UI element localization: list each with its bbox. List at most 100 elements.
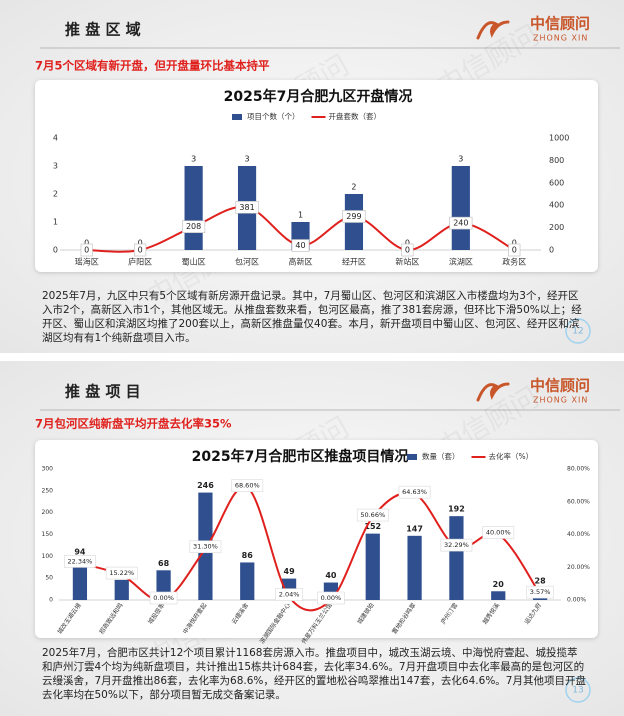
bar-value-label: 0 bbox=[138, 239, 143, 248]
y-tick-label: 150 bbox=[42, 531, 54, 538]
value-label-box bbox=[80, 243, 93, 257]
value-label-box bbox=[440, 538, 473, 552]
line-value-label: 40 bbox=[295, 241, 305, 250]
x-tick-label: 高新区 bbox=[289, 257, 313, 267]
y-tick-label: 0 bbox=[49, 597, 53, 604]
line-value-label: 15.22% bbox=[109, 569, 134, 577]
value-label-box bbox=[356, 508, 389, 522]
value-label-box bbox=[235, 201, 259, 214]
bar-value-label: 68 bbox=[158, 559, 170, 568]
slide-header: 推 盘 项 目 bbox=[65, 383, 141, 401]
page-number-ring bbox=[565, 677, 591, 703]
x-tick-label: 瑶海区 bbox=[75, 257, 99, 267]
bar-value-label: 40 bbox=[325, 571, 337, 580]
x-tick-label: 政务区 bbox=[502, 257, 526, 267]
line-value-label: 64.63% bbox=[402, 488, 427, 496]
line-value-label: 3.57% bbox=[530, 588, 551, 596]
y2-tick-label: 0 bbox=[549, 246, 554, 255]
y-tick-label: 3 bbox=[53, 162, 58, 171]
y-tick-label: 1 bbox=[53, 218, 58, 227]
bar-value-label: 3 bbox=[191, 155, 196, 164]
bar-value-label: 246 bbox=[197, 481, 214, 490]
line-value-label: 68.60% bbox=[235, 482, 260, 490]
line-value-label: 0 bbox=[84, 246, 89, 255]
y-tick-label: 200 bbox=[42, 509, 54, 516]
y-tick-label: 0 bbox=[53, 246, 58, 255]
logo-mark bbox=[476, 382, 510, 402]
bar bbox=[449, 516, 464, 600]
bar bbox=[365, 533, 380, 600]
y-tick-label: 300 bbox=[42, 466, 54, 473]
bar-value-label: 20 bbox=[493, 580, 505, 589]
value-label-box bbox=[64, 555, 96, 568]
slide-subtitle: 7月5个区域有新开盘，但开盘量环比基本持平 bbox=[35, 59, 270, 73]
bar-value-label: 0 bbox=[84, 239, 89, 248]
bar-value-label: 28 bbox=[535, 576, 547, 585]
logo-cn: 中信顾问 bbox=[530, 15, 590, 33]
value-label-box bbox=[508, 243, 521, 257]
bar-value-label: 2 bbox=[351, 183, 356, 192]
value-label-box bbox=[401, 243, 414, 257]
page-number: 13 bbox=[572, 686, 583, 696]
chart-title: 2025年7月合肥市区推盘项目情况 bbox=[192, 448, 409, 465]
line-value-label: 31.30% bbox=[193, 543, 218, 551]
logo-en: ZHONG XIN bbox=[533, 34, 588, 43]
y2-tick-label: 20.00% bbox=[567, 564, 590, 571]
line-value-label: 0.00% bbox=[321, 594, 342, 602]
bar-value-label: 3 bbox=[245, 155, 250, 164]
value-label-box bbox=[482, 526, 515, 539]
page-number: 12 bbox=[572, 327, 583, 337]
value-label-box bbox=[526, 585, 554, 599]
x-tick-label: 新站区 bbox=[395, 257, 419, 267]
value-label-box bbox=[449, 216, 473, 230]
paragraph: 2025年7月，合肥市区共计12个项目累计1168套房源入市。推盘项目中，城改玉… bbox=[42, 647, 586, 701]
bar-value-label: 0 bbox=[405, 239, 410, 248]
line-value-label: 22.34% bbox=[68, 557, 93, 565]
slide-subtitle: 7月包河区纯新盘平均开盘去化率35% bbox=[35, 417, 232, 431]
bar-value-label: 49 bbox=[284, 567, 296, 576]
bar-value-label: 94 bbox=[74, 547, 86, 556]
legend-label: 数量（套） bbox=[422, 451, 460, 461]
slide-header: 推 盘 区 域 bbox=[65, 21, 141, 39]
line-value-label: 0.00% bbox=[153, 594, 174, 602]
y2-tick-label: 80.00% bbox=[567, 466, 590, 473]
line-value-label: 2.04% bbox=[279, 591, 300, 599]
x-tick-label: 蜀山区 bbox=[182, 257, 206, 267]
line-value-label: 0 bbox=[138, 246, 143, 255]
line-value-label: 0 bbox=[512, 246, 517, 255]
bar bbox=[114, 579, 129, 600]
x-tick-label: 庐阳区 bbox=[128, 257, 152, 267]
legend-label: 开盘套数（套） bbox=[329, 111, 382, 121]
bar bbox=[184, 166, 203, 250]
line-value-label: 240 bbox=[453, 219, 468, 228]
y2-tick-label: 0.00% bbox=[567, 597, 586, 604]
chart-title: 2025年7月合肥九区开盘情况 bbox=[224, 88, 413, 105]
y-tick-label: 50 bbox=[45, 575, 53, 582]
x-tick-label: 包河区 bbox=[235, 257, 259, 267]
bar-value-label: 192 bbox=[448, 505, 465, 514]
y2-tick-label: 400 bbox=[549, 201, 564, 210]
bar-value-label: 86 bbox=[242, 551, 254, 560]
bar-value-label: 1 bbox=[298, 211, 303, 220]
value-label-box bbox=[291, 239, 310, 252]
value-label-box bbox=[149, 591, 178, 605]
value-label-box bbox=[105, 566, 138, 580]
y2-tick-label: 600 bbox=[549, 178, 564, 187]
legend-swatch bbox=[232, 114, 242, 120]
value-label-box bbox=[231, 479, 264, 492]
y2-tick-label: 1000 bbox=[549, 134, 569, 143]
bar bbox=[451, 166, 470, 250]
paragraph: 2025年7月，九区中只有5个区域有新房源开盘记录。其中，7月蜀山区、包河区和滨… bbox=[42, 290, 582, 344]
y2-tick-label: 800 bbox=[549, 156, 564, 165]
bar-value-label: 152 bbox=[364, 522, 381, 531]
value-label-box bbox=[398, 485, 431, 499]
y2-tick-label: 60.00% bbox=[567, 498, 590, 505]
y2-tick-label: 200 bbox=[549, 223, 564, 232]
line-value-label: 40.00% bbox=[486, 529, 511, 537]
logo-cn: 中信顾问 bbox=[530, 377, 590, 395]
y2-tick-label: 40.00% bbox=[567, 531, 590, 538]
value-label-box bbox=[189, 540, 222, 554]
value-label-box bbox=[342, 210, 366, 223]
